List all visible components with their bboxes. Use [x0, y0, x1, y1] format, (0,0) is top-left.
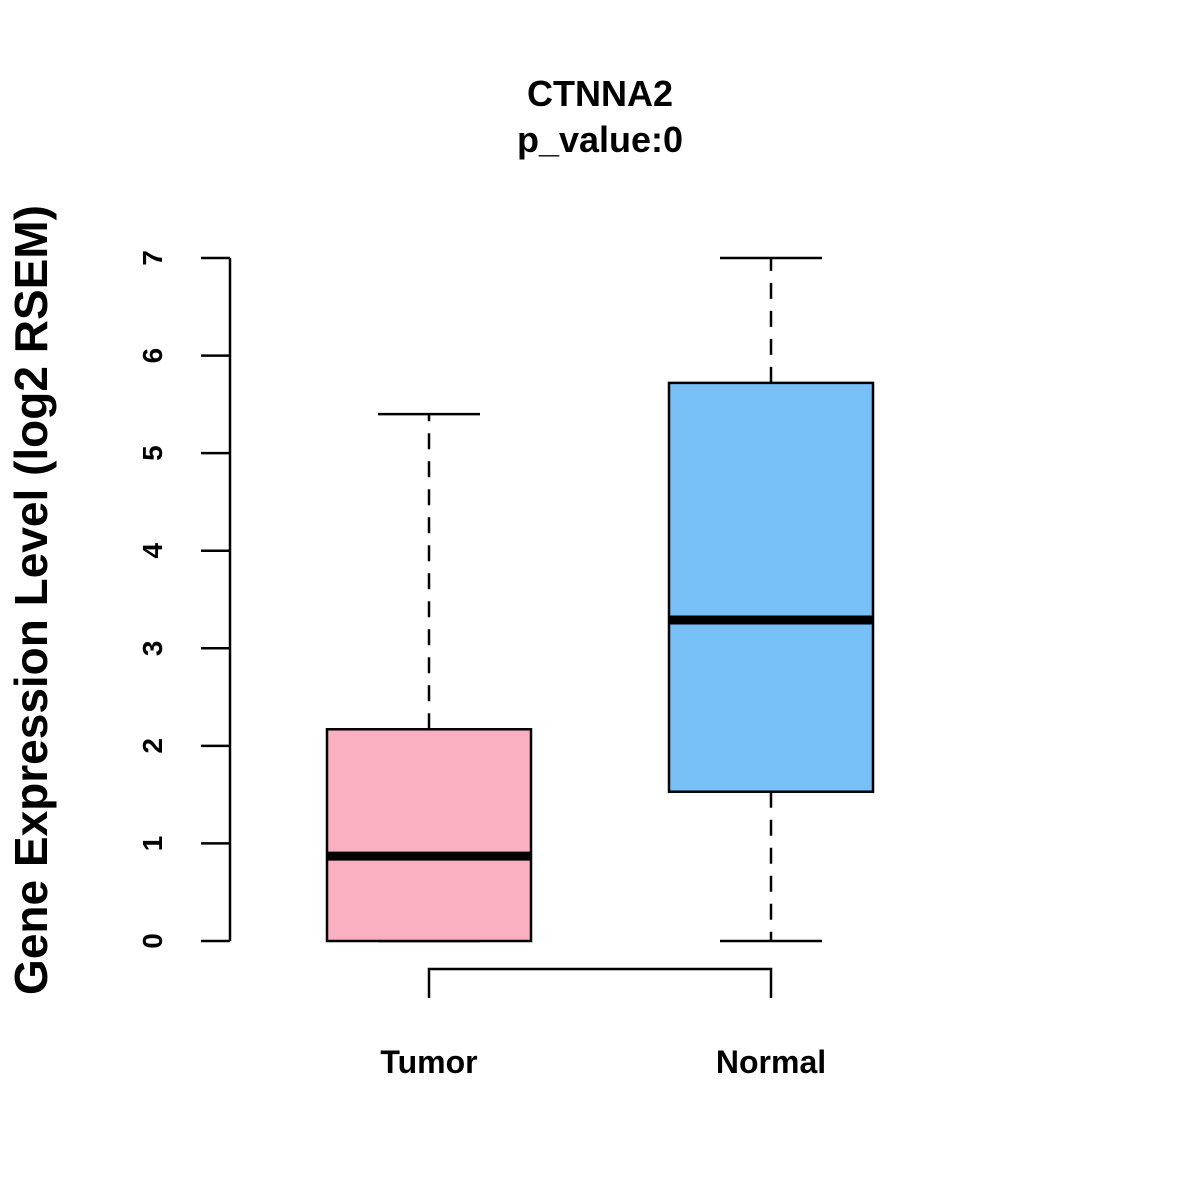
bracket-line: [427, 967, 773, 998]
y-tick-label: 5: [137, 445, 168, 461]
y-tick-label: 4: [137, 543, 168, 559]
comparison-bracket: [427, 967, 773, 998]
y-axis-label: Gene Expression Level (log2 RSEM): [5, 205, 57, 995]
x-label-tumor: Tumor: [380, 1044, 477, 1080]
chart-subtitle: p_value:0: [517, 119, 683, 160]
chart-title: CTNNA2: [527, 73, 673, 114]
x-label-normal: Normal: [716, 1044, 826, 1080]
iqr-box: [667, 381, 875, 793]
box-series: [325, 256, 875, 943]
x-axis-labels: Tumor Normal: [380, 1044, 826, 1080]
box-normal: [667, 256, 875, 943]
y-tick-label: 3: [137, 640, 168, 656]
y-tick-label: 7: [137, 250, 168, 266]
y-tick-label: 6: [137, 348, 168, 364]
y-tick-label: 2: [137, 738, 168, 754]
y-tick-label: 1: [137, 836, 168, 852]
box-tumor: [325, 412, 533, 943]
y-axis: 0 1 2 3 4 5 6 7: [137, 250, 232, 949]
iqr-box: [325, 728, 533, 943]
y-tick-label: 0: [137, 933, 168, 949]
